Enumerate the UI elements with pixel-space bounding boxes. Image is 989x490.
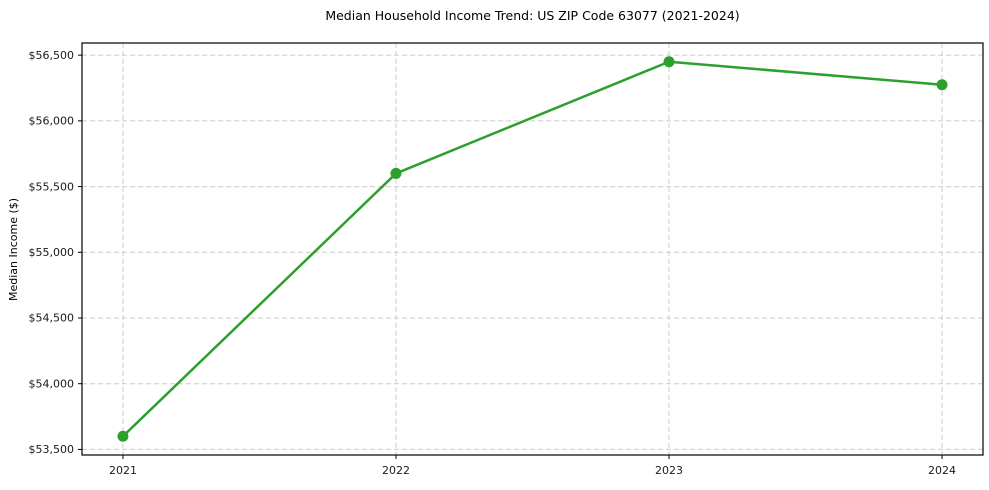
x-tick-label: 2024 xyxy=(928,464,956,477)
plot-border xyxy=(81,42,984,456)
y-tick-label: $56,000 xyxy=(29,115,75,128)
y-tick-label: $54,000 xyxy=(29,377,75,390)
data-point-marker xyxy=(936,79,948,91)
y-tick-label: $55,500 xyxy=(29,180,75,193)
y-tick-label: $53,500 xyxy=(29,443,75,456)
data-point-marker xyxy=(663,56,675,68)
x-tick-label: 2022 xyxy=(382,464,410,477)
y-tick-label: $55,000 xyxy=(29,246,75,259)
income-trend-line xyxy=(121,60,944,438)
chart-title: Median Household Income Trend: US ZIP Co… xyxy=(325,8,740,23)
x-tick-label: 2023 xyxy=(655,464,683,477)
x-tick-label: 2021 xyxy=(109,464,137,477)
data-point-marker xyxy=(390,167,402,179)
data-point-marker xyxy=(117,430,129,442)
y-tick-label: $54,500 xyxy=(29,312,75,325)
y-tick-label: $56,500 xyxy=(29,49,75,62)
